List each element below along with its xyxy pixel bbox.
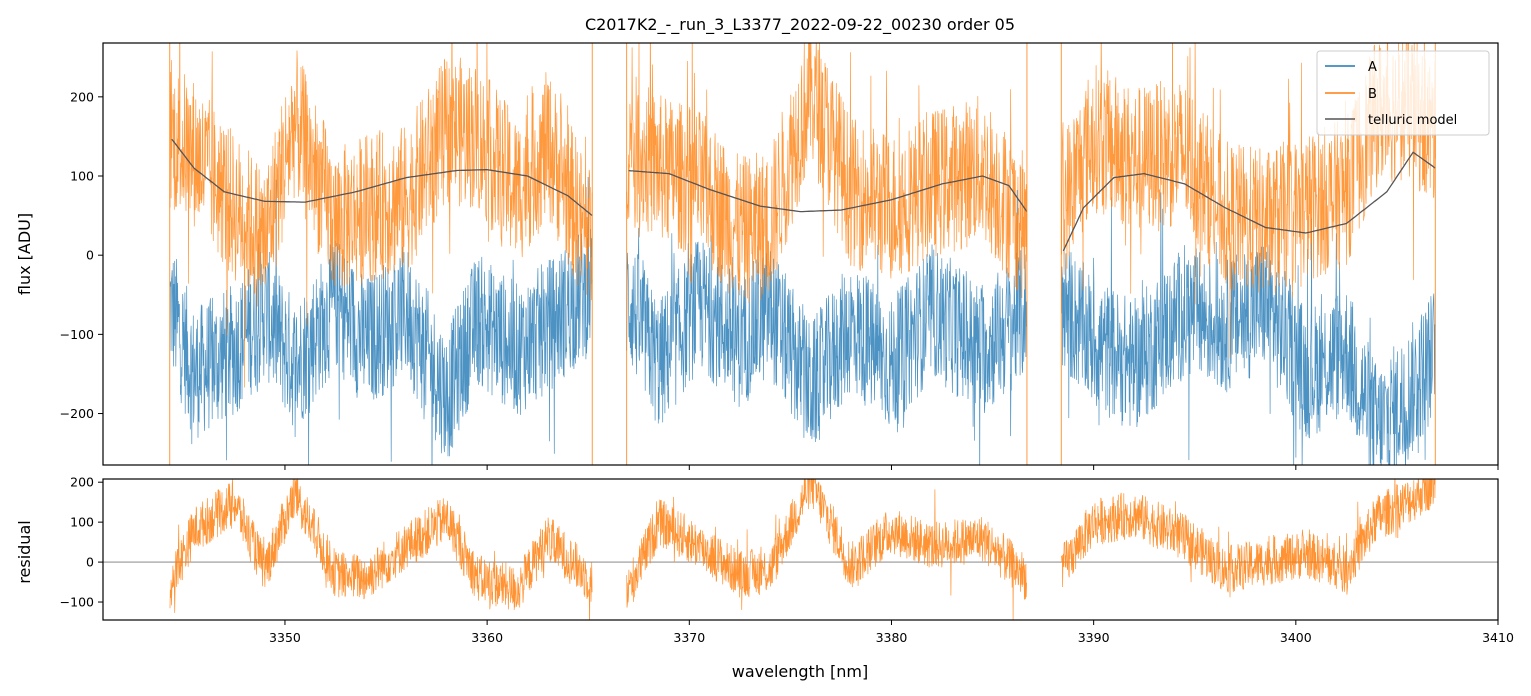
main-ytick-label-3: 100 bbox=[70, 169, 94, 184]
main-plot-area bbox=[169, 43, 1436, 465]
legend-label-b: B bbox=[1368, 87, 1377, 102]
residual-xtick-label-2: 3370 bbox=[673, 630, 705, 645]
residual-ytick-label-0: −100 bbox=[60, 595, 94, 610]
chart-title: C2017K2_-_run_3_L3377_2022-09-22_00230 o… bbox=[585, 15, 1015, 35]
main-ytick-label-4: 200 bbox=[70, 89, 94, 104]
residual-xtick-label-5: 3400 bbox=[1280, 630, 1312, 645]
telluric-model-line bbox=[171, 138, 1436, 252]
legend: A B telluric model bbox=[1316, 50, 1490, 136]
main-x-axis bbox=[284, 465, 1499, 470]
residual-y-axis: −100 0 100 200 bbox=[60, 475, 103, 610]
residual-panel: −100 0 100 200 3350 3360 3370 3380 3390 3400 3410… bbox=[15, 475, 1514, 681]
residual-xtick-label-3: 3380 bbox=[876, 630, 908, 645]
main-ytick-label-1: −100 bbox=[60, 327, 94, 342]
residual-ytick-label-1: 0 bbox=[86, 555, 94, 570]
main-ytick-label-2: 0 bbox=[86, 248, 94, 263]
legend-label-telluric: telluric model bbox=[1368, 113, 1457, 128]
residual-ytick-label-3: 200 bbox=[70, 475, 94, 490]
residual-ytick-label-2: 100 bbox=[70, 515, 94, 530]
main-panel: −200 −100 0 100 200 flux [ADU] A B telluric … bbox=[15, 42, 1499, 470]
main-y-axis-label: flux [ADU] bbox=[15, 213, 34, 295]
residual-plot-area bbox=[103, 479, 1498, 620]
residual-xtick-label-0: 3350 bbox=[269, 630, 301, 645]
residual-plot-frame bbox=[102, 478, 1499, 621]
main-ytick-label-0: −200 bbox=[60, 406, 94, 421]
x-axis-label: wavelength [nm] bbox=[732, 662, 869, 681]
main-y-axis: −200 −100 0 100 200 bbox=[60, 89, 103, 421]
residual-xtick-label-4: 3390 bbox=[1078, 630, 1110, 645]
residual-xtick-label-1: 3360 bbox=[471, 630, 503, 645]
residual-x-axis: 3350 3360 3370 3380 3390 3400 3410 bbox=[269, 620, 1514, 645]
main-plot-frame bbox=[102, 42, 1499, 466]
residual-y-axis-label: residual bbox=[15, 520, 34, 583]
legend-box bbox=[1316, 50, 1490, 136]
residual-xtick-label-6: 3410 bbox=[1482, 630, 1514, 645]
legend-label-a: A bbox=[1368, 60, 1377, 75]
residual-line bbox=[169, 479, 1436, 620]
